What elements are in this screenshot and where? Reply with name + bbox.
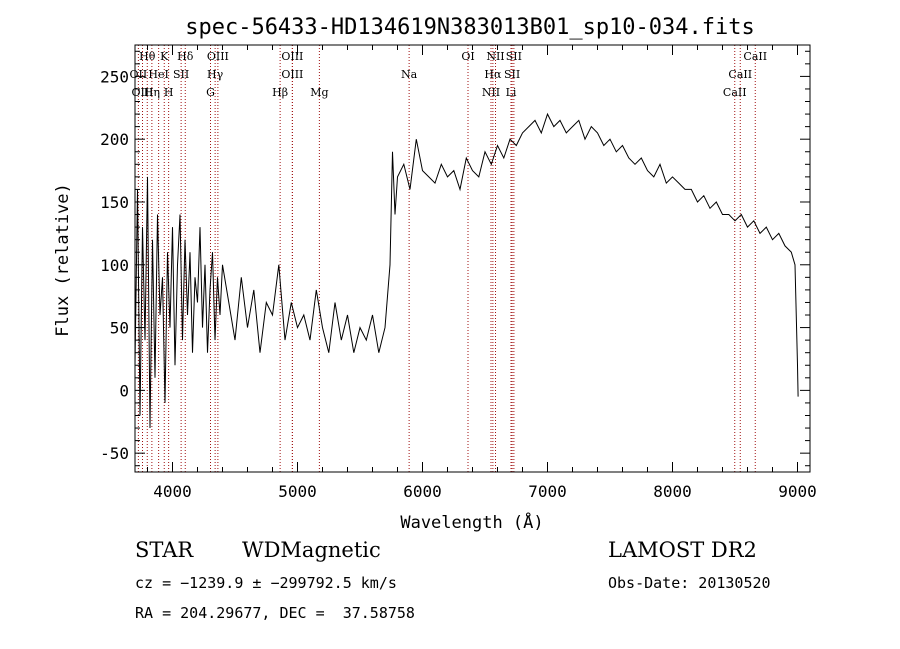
object-subclass: WDMagnetic	[242, 538, 381, 562]
redshift-info: cz = −1239.9 ± −299792.5 km/s	[135, 574, 397, 592]
spectrum-series-line	[134, 112, 799, 429]
y-tick-label: 250	[100, 67, 129, 86]
line-label-7: SII	[173, 68, 189, 81]
line-label-11: G	[206, 86, 215, 99]
line-label-5: Hη	[144, 86, 160, 99]
x-tick-label: 8000	[653, 482, 692, 501]
y-tick-label: 200	[100, 130, 129, 149]
x-tick-label: 5000	[278, 482, 317, 501]
line-label-12: OIII	[281, 50, 303, 63]
line-label-14: Hβ	[272, 86, 288, 99]
y-tick-label: 150	[100, 193, 129, 212]
line-label-15: Mg	[310, 86, 328, 99]
line-label-0: Hθ	[139, 50, 156, 63]
line-label-26: CaII	[723, 86, 747, 99]
line-label-4: HeI	[148, 68, 168, 81]
emission-line-markers	[137, 45, 756, 472]
ra-dec-coordinates: RA = 204.29677, DEC = 37.58758	[135, 604, 415, 622]
y-tick-label: -50	[100, 444, 129, 463]
line-label-3: K	[160, 50, 169, 63]
line-label-8: H	[164, 86, 174, 99]
line-label-13: OIII	[281, 68, 303, 81]
x-axis-ticks: 4000 5000 6000 7000 8000 9000	[147, 45, 817, 501]
x-tick-label: 9000	[778, 482, 817, 501]
plot-frame	[134, 44, 811, 473]
survey-name: LAMOST DR2	[608, 538, 757, 562]
x-tick-label: 7000	[528, 482, 567, 501]
y-tick-label: 50	[110, 319, 129, 338]
line-label-21: SII	[504, 68, 520, 81]
y-axis-label: Flux (relative)	[53, 183, 73, 337]
x-tick-label: 6000	[403, 482, 442, 501]
chart-title: spec-56433-HD134619N383013B01_sp10-034.f…	[185, 15, 755, 40]
line-label-9: OIII	[207, 50, 229, 63]
observation-date: Obs-Date: 20130520	[608, 574, 771, 592]
x-tick-label: 4000	[153, 482, 192, 501]
line-label-24: CaII	[743, 50, 767, 63]
line-label-22: NII	[482, 86, 500, 99]
line-label-10: Hγ	[207, 68, 224, 81]
line-label-18: NII	[486, 50, 504, 63]
line-label-17: OI	[461, 50, 474, 63]
line-label-19: SII	[506, 50, 522, 63]
line-label-23: Li	[506, 86, 517, 99]
line-label-6: Hδ	[177, 50, 194, 63]
y-axis-ticks: -50 0 50 100 150 200 250	[100, 50, 810, 467]
line-label-25: CaII	[728, 68, 752, 81]
line-label-1: OII	[130, 68, 148, 81]
line-label-16: Na	[401, 68, 418, 81]
y-tick-label: 0	[119, 381, 129, 400]
x-axis-label: Wavelength (Å)	[400, 511, 543, 533]
line-label-20: Hα	[484, 68, 502, 81]
object-class: STAR	[135, 538, 194, 562]
y-tick-label: 100	[100, 256, 129, 275]
